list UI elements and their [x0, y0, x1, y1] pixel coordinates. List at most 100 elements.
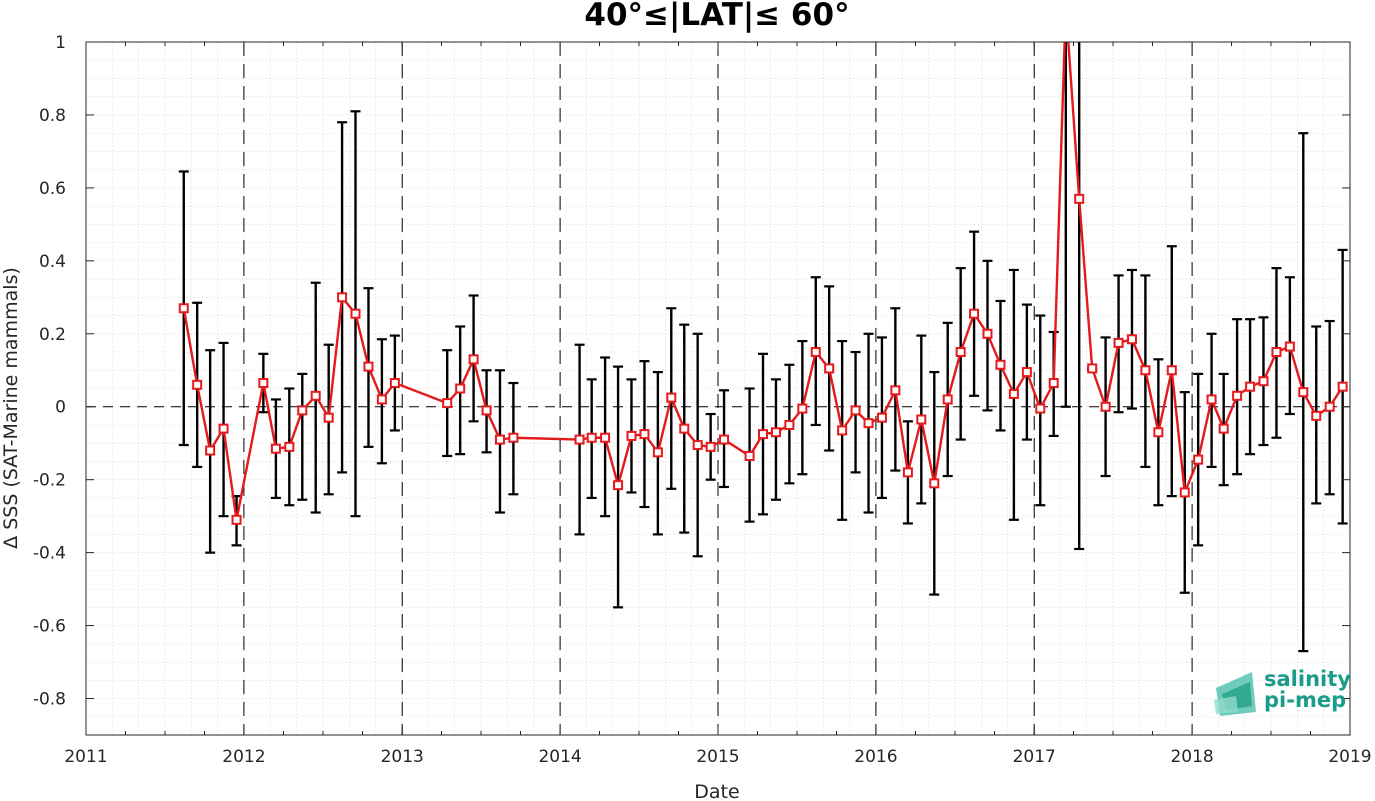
- data-point: [600, 432, 611, 443]
- data-point: [652, 447, 663, 458]
- grid: [85, 41, 1351, 736]
- data-point: [258, 378, 269, 389]
- data-point: [1166, 365, 1177, 376]
- data-point: [270, 443, 281, 454]
- data-point: [574, 434, 585, 445]
- data-point: [1311, 410, 1322, 421]
- data-point: [468, 354, 479, 365]
- y-tick-label: 0.6: [39, 179, 66, 199]
- data-point: [1324, 401, 1335, 412]
- data-point: [1140, 365, 1151, 376]
- data-point: [679, 423, 690, 434]
- data-point: [1087, 363, 1098, 374]
- data-point: [389, 378, 400, 389]
- data-point: [350, 308, 361, 319]
- x-tick-label: 2018: [1170, 747, 1213, 767]
- data-point: [508, 432, 519, 443]
- data-point: [1008, 388, 1019, 399]
- data-point: [719, 434, 730, 445]
- data-point: [969, 308, 980, 319]
- data-point: [1206, 394, 1217, 405]
- data-point: [1113, 337, 1124, 348]
- x-tick-label: 2017: [1013, 747, 1056, 767]
- data-point: [863, 418, 874, 429]
- chart-title: 40°≤|LAT|≤ 60°: [584, 0, 849, 33]
- y-tick-label: 0: [55, 398, 66, 418]
- data-point: [1035, 403, 1046, 414]
- data-point: [310, 390, 321, 401]
- data-point: [837, 425, 848, 436]
- logo-wave-icon-3: [1214, 696, 1238, 714]
- data-point: [850, 405, 861, 416]
- data-point: [323, 412, 334, 423]
- data-point: [178, 303, 189, 314]
- data-point: [692, 440, 703, 451]
- x-tick-label: 2016: [854, 747, 897, 767]
- data-point: [1271, 347, 1282, 358]
- y-tick-label: -0.8: [33, 690, 66, 710]
- data-point: [916, 414, 927, 425]
- data-point: [613, 480, 624, 491]
- x-tick-label: 2015: [696, 747, 739, 767]
- data-point: [639, 429, 650, 440]
- data-point: [205, 445, 216, 456]
- data-point: [1337, 381, 1348, 392]
- data-point: [1298, 387, 1309, 398]
- data-point: [284, 441, 295, 452]
- data-point: [1284, 341, 1295, 352]
- axis-ticks: [85, 41, 1351, 735]
- data-point: [1021, 367, 1032, 378]
- data-point: [1193, 454, 1204, 465]
- logo-text-salinity: salinity: [1264, 667, 1351, 691]
- data-point: [797, 403, 808, 414]
- data-point: [876, 412, 887, 423]
- data-point: [770, 427, 781, 438]
- data-point: [1153, 427, 1164, 438]
- data-point: [810, 347, 821, 358]
- data-point: [744, 450, 755, 461]
- y-tick-label: 0.4: [39, 252, 66, 272]
- data-point: [666, 392, 677, 403]
- y-tick-label: 0.2: [39, 325, 66, 345]
- data-point: [1062, 2, 1070, 10]
- series-line: [182, 42, 1344, 522]
- y-tick-label: -0.6: [33, 617, 66, 637]
- data-point: [1258, 376, 1269, 387]
- y-tick-label: -0.4: [33, 544, 66, 564]
- data-point: [955, 347, 966, 358]
- data-point: [824, 363, 835, 374]
- data-point: [481, 405, 492, 416]
- y-tick-label: 0.8: [39, 106, 66, 126]
- data-point: [1074, 193, 1085, 204]
- data-series: [178, 2, 1348, 525]
- data-point: [1232, 390, 1243, 401]
- data-point: [626, 430, 637, 441]
- x-tick-label: 2014: [538, 747, 581, 767]
- x-tick-label: 2019: [1328, 747, 1371, 767]
- data-point: [376, 394, 387, 405]
- data-point: [455, 383, 466, 394]
- data-point: [192, 379, 203, 390]
- salinity-pi-mep-logo: salinity pi-mep: [1214, 667, 1351, 716]
- y-tick-label: 1: [55, 33, 66, 53]
- logo-text-pi-mep: pi-mep: [1264, 688, 1346, 712]
- data-point: [297, 405, 308, 416]
- data-point: [442, 398, 453, 409]
- x-tick-label: 2011: [64, 747, 107, 767]
- data-point: [784, 419, 795, 430]
- data-point: [942, 394, 953, 405]
- data-point: [995, 359, 1006, 370]
- data-point: [1100, 401, 1111, 412]
- data-point: [363, 361, 374, 372]
- data-point: [1245, 381, 1256, 392]
- data-point: [1218, 423, 1229, 434]
- data-point: [218, 423, 229, 434]
- reference-lines: [86, 42, 1350, 735]
- x-tick-label: 2013: [381, 747, 424, 767]
- x-axis-label: Date: [694, 781, 739, 801]
- y-axis-label: Δ SSS (SAT-Marine mammals): [0, 267, 22, 549]
- data-point: [929, 478, 940, 489]
- x-tick-labels: 2011 2012 2013 2014 2015 2016 2017 2018 2019: [64, 747, 1371, 767]
- data-point: [1179, 487, 1190, 498]
